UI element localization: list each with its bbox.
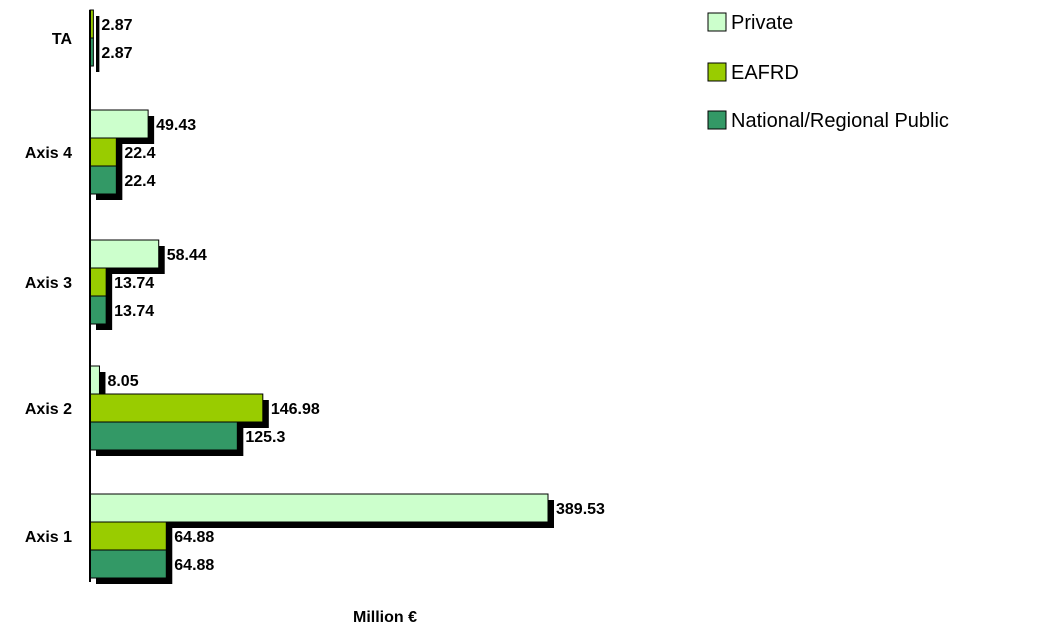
category-label-axis-1: Axis 1 <box>25 529 72 546</box>
value-label-axis-3-national-regional-public: 13.74 <box>114 303 154 320</box>
bar-axis-2-national-regional-public <box>89 421 238 451</box>
value-label-axis-1-private: 389.53 <box>556 501 605 518</box>
legend-label-private: Private <box>731 12 793 34</box>
bar-axis-3-national-regional-public <box>89 295 107 325</box>
value-label-axis-4-national-regional-public: 22.4 <box>124 173 155 190</box>
legend-swatch-eafrd <box>707 62 727 82</box>
bar-axis-2-eafrd <box>89 393 264 423</box>
legend-swatch-national-regional-public <box>707 110 727 130</box>
bar-shadow-axis-2-private <box>96 372 106 400</box>
value-label-axis-2-national-regional-public: 125.3 <box>245 429 285 446</box>
category-label-axis-4: Axis 4 <box>25 145 72 162</box>
bar-axis-3-eafrd <box>89 267 107 297</box>
value-label-axis-1-eafrd: 64.88 <box>174 529 214 546</box>
value-label-axis-2-private: 8.05 <box>107 373 138 390</box>
x-axis-title: Million € <box>353 609 417 626</box>
category-label-ta: TA <box>52 31 73 48</box>
bar-shadow-ta-eafrd <box>96 16 100 44</box>
value-label-axis-3-eafrd: 13.74 <box>114 275 154 292</box>
bar-axis-4-eafrd <box>89 137 117 167</box>
legend-label-national-regional-public: National/Regional Public <box>731 110 949 132</box>
bar-axis-1-national-regional-public <box>89 549 167 579</box>
value-label-axis-1-national-regional-public: 64.88 <box>174 557 214 574</box>
legend: Private EAFRD National/Regional Public <box>707 12 949 132</box>
value-label-axis-3-private: 58.44 <box>167 247 207 264</box>
bar-axis-1-private <box>89 493 549 523</box>
category-label-axis-2: Axis 2 <box>25 401 72 418</box>
legend-swatch-private <box>707 12 727 32</box>
bar-axis-2-private <box>89 365 100 395</box>
bar-axis-1-eafrd <box>89 521 167 551</box>
bar-axis-4-national-regional-public <box>89 165 117 195</box>
bar-axis-3-private <box>89 239 160 269</box>
bars-group <box>89 9 554 584</box>
value-label-axis-4-eafrd: 22.4 <box>124 145 155 162</box>
value-label-axis-4-private: 49.43 <box>156 117 196 134</box>
legend-label-eafrd: EAFRD <box>731 62 799 84</box>
category-label-axis-3: Axis 3 <box>25 275 72 292</box>
bar-shadow-ta-national-regional-public <box>96 44 100 72</box>
value-label-ta-eafrd: 2.87 <box>101 17 132 34</box>
value-label-ta-national-regional-public: 2.87 <box>101 45 132 62</box>
value-label-axis-2-eafrd: 146.98 <box>271 401 320 418</box>
bar-axis-4-private <box>89 109 149 139</box>
